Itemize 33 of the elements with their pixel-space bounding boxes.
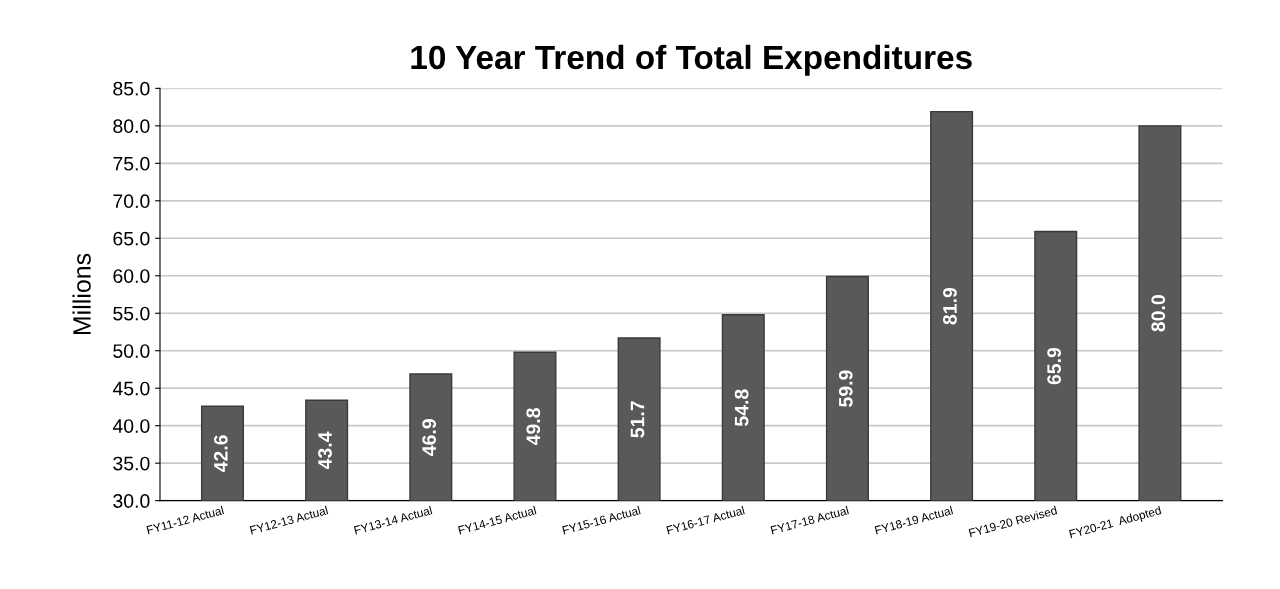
y-tick-label: 75.0 (113, 156, 150, 171)
y-tick-label: 65.0 (113, 231, 150, 246)
y-tick-label: 50.0 (113, 344, 150, 358)
y-tick-label: 55.0 (113, 306, 150, 321)
x-tick-label: FY20-21 Adopted (1068, 505, 1163, 541)
x-tick-label: FY12-13 Actual (249, 505, 329, 535)
data-label: 42.6 (213, 435, 228, 473)
x-tick-label: FY16-17 Actual (666, 505, 745, 535)
x-tick-label: FY13-14 Actual (353, 505, 433, 535)
y-tick-label: 85.0 (113, 81, 150, 96)
y-tick-label: 60.0 (113, 269, 150, 283)
y-tick-label: 70.0 (113, 194, 150, 209)
data-label: 80.0 (1151, 295, 1166, 332)
x-tick-label: FY17-18 Actual (770, 505, 849, 535)
y-tick-label: 45.0 (112, 381, 150, 396)
x-tick-label: FY15-16 Actual (562, 505, 641, 535)
x-tick-label: FY19-20 Revised (968, 505, 1058, 538)
x-tick-label: FY14-15 Actual (457, 505, 537, 535)
y-tick-label: 30.0 (113, 494, 150, 508)
chart-title: 10 Year Trend of Total Expenditures (411, 44, 972, 76)
data-label: 49.8 (526, 408, 541, 446)
data-label: 81.9 (943, 287, 957, 325)
data-label: 59.9 (838, 370, 853, 407)
data-label: 46.9 (422, 419, 437, 456)
y-tick-label: 40.0 (112, 419, 150, 433)
x-tick-label: FY18-19 Actual (874, 505, 954, 535)
y-tick-label: 80.0 (113, 119, 150, 134)
y-tick-label: 35.0 (113, 456, 150, 471)
y-axis-title: Millions (72, 253, 91, 335)
data-label: 43.4 (318, 431, 332, 470)
data-label: 54.8 (734, 389, 749, 427)
data-label: 65.9 (1047, 347, 1061, 385)
data-label: 51.7 (630, 401, 645, 438)
